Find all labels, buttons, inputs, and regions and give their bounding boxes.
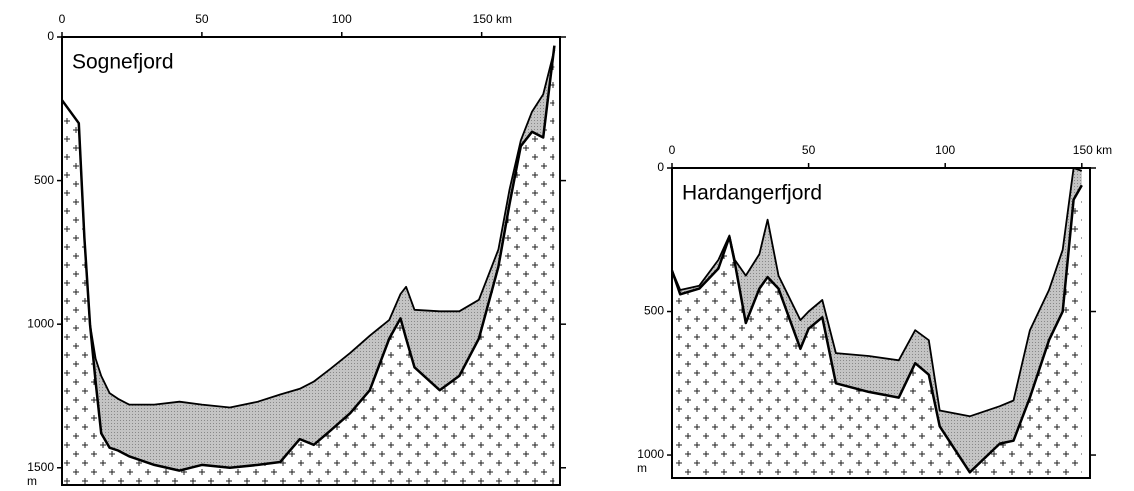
y-tick-label: 500 [34,173,54,187]
bedrock-fill [62,45,555,485]
plot-frame [61,36,561,486]
bedrock-line [60,45,556,472]
plot-frame [671,167,1091,479]
sediment-fill [62,45,555,471]
y-tick-label: 500 [644,304,664,318]
x-tick-label: 150 km [1073,143,1112,157]
x-tick-label: 100 [935,143,955,157]
y-tick-label: 1000 [637,447,664,461]
y-tick-label: 1000 [27,316,54,330]
y-unit: m [27,474,37,488]
bedrock-fill [672,185,1082,478]
x-tick-label: 100 [332,12,352,26]
x-tick-label: 0 [669,143,676,157]
y-tick-label: 1500 [27,460,54,474]
x-tick-label: 150 km [473,12,512,26]
x-tick-label: 0 [59,12,66,26]
y-tick-label: 0 [47,29,54,43]
y-tick-label: 0 [657,160,664,174]
panel-title: Sognefjord [72,51,174,74]
x-tick-label: 50 [802,143,816,157]
surface-line [61,49,556,409]
panel-title: Hardangerfjord [682,182,822,205]
y-unit: m [637,461,647,475]
bedrock-line [670,184,1083,474]
x-tick-label: 50 [195,12,209,26]
